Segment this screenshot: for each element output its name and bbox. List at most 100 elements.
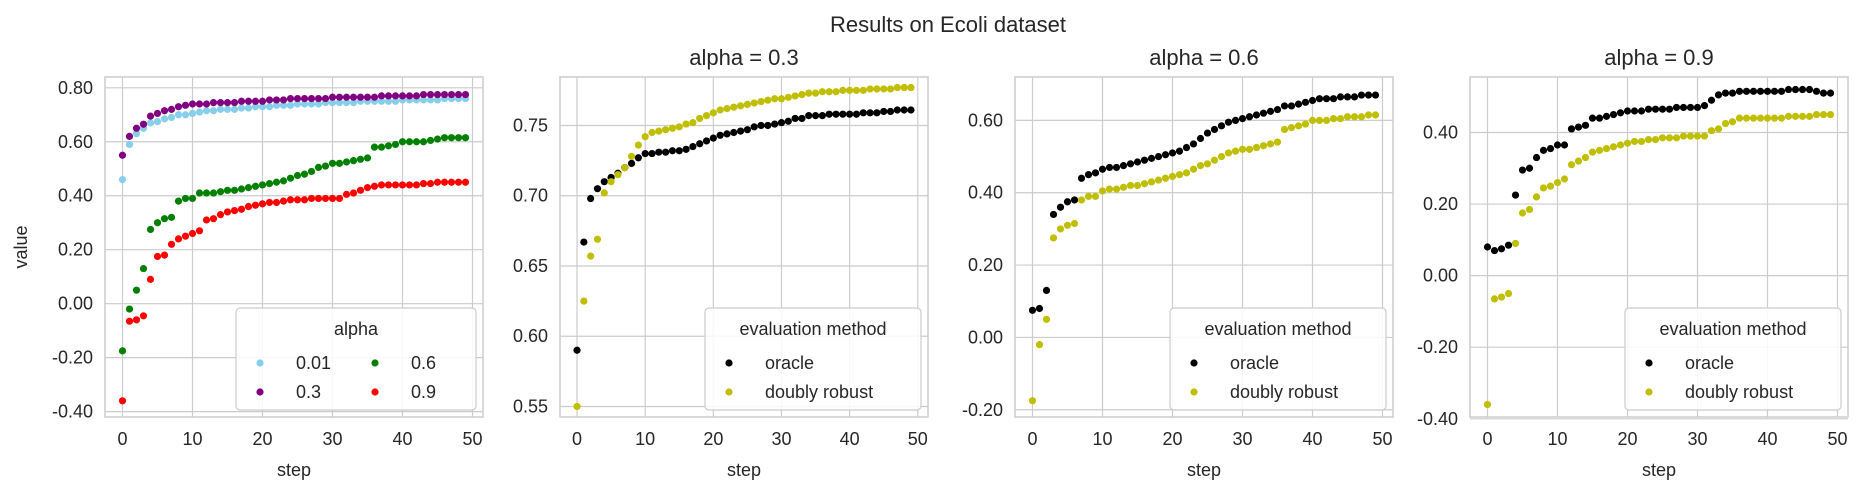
data-point [258, 181, 267, 189]
data-point [1616, 109, 1625, 117]
data-point [433, 96, 442, 104]
data-point [146, 119, 155, 127]
data-point [265, 103, 274, 111]
data-point [1259, 142, 1268, 150]
data-point [1504, 241, 1513, 249]
data-point [743, 100, 752, 108]
data-point [1826, 110, 1835, 119]
data-point [265, 179, 274, 188]
x-tick-label: 10 [1547, 429, 1567, 449]
data-point [1315, 95, 1324, 103]
y-tick-label: 0.65 [513, 256, 548, 276]
data-point [1560, 141, 1569, 149]
data-point [1616, 141, 1625, 149]
data-point [1175, 147, 1184, 155]
y-tick-label: 0.60 [513, 326, 548, 346]
data-point [153, 219, 162, 227]
data-point [1154, 152, 1163, 161]
data-point [125, 305, 134, 313]
data-point [1665, 105, 1674, 113]
data-point [886, 85, 895, 93]
data-point [419, 90, 428, 99]
data-point [866, 85, 874, 93]
data-point [440, 178, 449, 186]
data-point [300, 100, 309, 108]
data-point [1630, 137, 1639, 146]
legend-box [1624, 307, 1842, 411]
data-point [454, 178, 463, 186]
data-point [440, 90, 449, 99]
data-point [1546, 182, 1555, 190]
data-point [852, 86, 861, 94]
data-point [607, 178, 615, 186]
data-point [771, 120, 779, 128]
data-point [1140, 156, 1149, 164]
y-tick-label: 0.40 [1423, 122, 1458, 142]
data-point [349, 93, 358, 101]
data-point [1630, 107, 1639, 115]
data-point [1357, 113, 1366, 121]
data-point [852, 110, 861, 118]
data-point [689, 119, 697, 127]
data-point [1084, 171, 1093, 179]
data-point [1189, 140, 1198, 148]
data-point [1049, 210, 1058, 219]
plot-frame [104, 76, 484, 418]
data-point [587, 194, 595, 203]
data-point [1280, 125, 1289, 134]
data-point [1280, 102, 1289, 110]
data-point [391, 97, 400, 105]
data-point [349, 157, 358, 165]
data-point [286, 101, 295, 109]
data-point [321, 162, 330, 170]
data-point [1217, 122, 1226, 130]
data-point [391, 92, 400, 100]
legend-marker [1645, 388, 1653, 396]
data-point [1749, 87, 1758, 95]
data-point [321, 94, 330, 103]
data-point [237, 104, 246, 112]
y-tick-label: 0.75 [513, 115, 548, 135]
data-point [696, 140, 704, 148]
y-tick-label: 0.00 [1423, 266, 1458, 286]
data-point [1042, 315, 1051, 323]
data-point [1553, 141, 1562, 149]
data-point [1336, 114, 1345, 123]
data-point [251, 182, 260, 190]
data-point [1168, 172, 1177, 181]
data-point [174, 103, 183, 111]
data-point [593, 185, 602, 193]
data-point [1259, 109, 1268, 117]
data-point [195, 108, 204, 116]
data-point [1602, 112, 1611, 120]
data-point [118, 397, 127, 405]
data-point [272, 198, 281, 207]
data-point [682, 145, 690, 153]
data-point [1553, 178, 1562, 187]
data-point [1028, 397, 1037, 405]
data-point [1091, 192, 1100, 200]
data-point [750, 99, 758, 107]
x-tick-label: 40 [1757, 429, 1777, 449]
data-point [349, 99, 358, 107]
panel-title: alpha = 0.3 [689, 45, 798, 70]
data-point [328, 159, 337, 167]
data-point [675, 147, 683, 155]
data-point [886, 107, 895, 116]
data-point [593, 235, 602, 243]
y-tick-label: -0.20 [962, 400, 1003, 420]
data-point [1651, 105, 1660, 113]
data-point [1294, 122, 1303, 130]
data-point [244, 97, 253, 105]
data-point [1595, 146, 1604, 154]
data-point [1301, 120, 1310, 128]
data-point [363, 154, 372, 162]
data-point [736, 127, 745, 135]
data-point [202, 216, 211, 224]
data-point [181, 194, 190, 203]
data-point [1343, 113, 1352, 121]
data-point [723, 105, 731, 113]
data-point [1168, 149, 1177, 157]
data-point [736, 102, 745, 110]
data-point [1336, 93, 1345, 101]
